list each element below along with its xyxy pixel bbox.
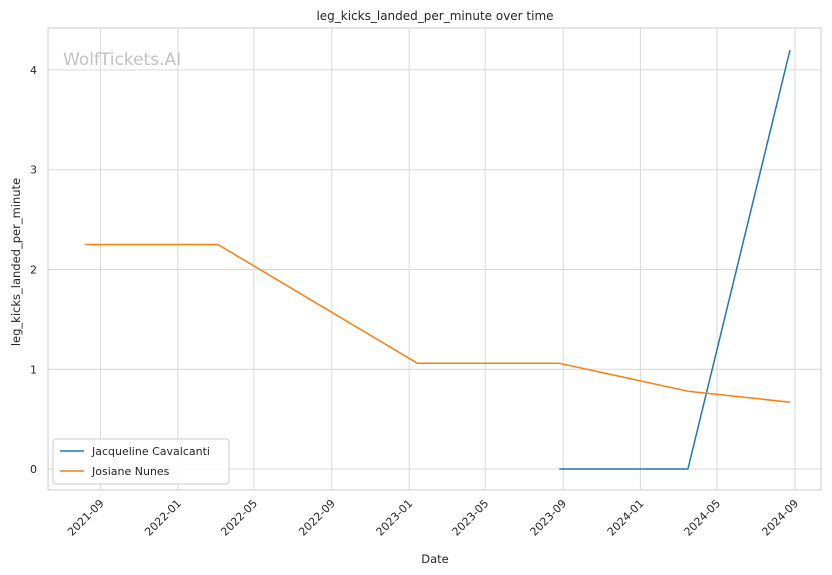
x-axis-title: Date — [421, 552, 449, 566]
legend-label: Jacqueline Cavalcanti — [91, 445, 210, 458]
x-tick-label: 2024-05 — [682, 497, 724, 539]
legend: Jacqueline Cavalcanti Josiane Nunes — [52, 438, 230, 485]
x-tick-label: 2022-01 — [142, 497, 184, 539]
legend-box — [52, 438, 230, 485]
y-tick-label: 4 — [30, 64, 37, 77]
plot-area-frame — [47, 27, 822, 491]
series-lines — [84, 49, 791, 470]
legend-label: Josiane Nunes — [91, 465, 170, 478]
x-tick-label: 2023-05 — [450, 497, 492, 539]
watermark: WolfTickets.AI — [63, 50, 181, 70]
y-tick-label: 1 — [30, 363, 37, 376]
x-tick-label: 2022-09 — [296, 497, 338, 539]
x-tick-label: 2024-09 — [759, 497, 801, 539]
y-tick-label: 0 — [30, 463, 37, 476]
x-tick-label: 2022-05 — [218, 497, 260, 539]
x-axis-ticks: 2021-09 2022-01 2022-05 2022-09 2023-01 2023-… — [65, 497, 801, 539]
y-tick-label: 3 — [30, 164, 37, 177]
y-axis-ticks: 0 1 2 3 4 — [30, 64, 37, 476]
x-tick-label: 2023-09 — [528, 497, 570, 539]
x-tick-label: 2021-09 — [65, 497, 107, 539]
y-axis-title: leg_kicks_landed_per_minute — [9, 178, 23, 346]
y-tick-label: 2 — [30, 263, 37, 276]
grid-lines — [48, 28, 821, 490]
x-tick-label: 2023-01 — [374, 497, 416, 539]
chart-title: leg_kicks_landed_per_minute over time — [316, 9, 553, 23]
x-tick-label: 2024-01 — [605, 497, 647, 539]
series-line-1 — [84, 243, 791, 403]
series-line-0 — [559, 49, 791, 470]
